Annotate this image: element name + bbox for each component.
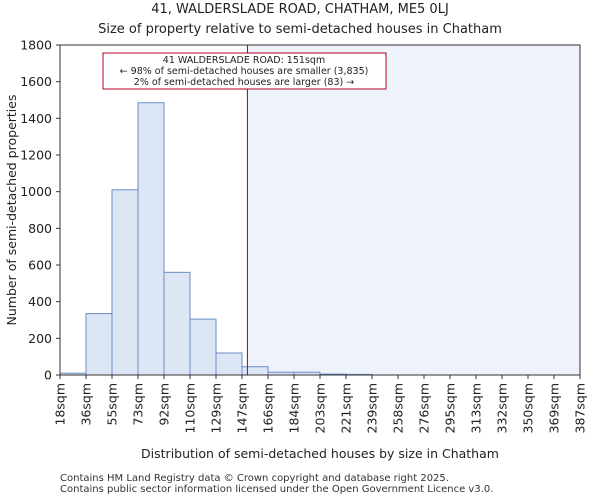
y-tick-label: 600 bbox=[28, 258, 52, 273]
x-axis-label: Distribution of semi-detached houses by … bbox=[141, 446, 499, 461]
annotation-frame bbox=[102, 52, 387, 90]
annotation-line2: ← 98% of semi-detached houses are smalle… bbox=[120, 66, 369, 77]
y-tick-label: 200 bbox=[28, 331, 52, 346]
y-tick-label: 1800 bbox=[20, 38, 52, 53]
x-tick-label: 36sqm bbox=[79, 383, 94, 426]
x-tick-label: 387sqm bbox=[573, 383, 588, 433]
x-tick-label: 92sqm bbox=[157, 383, 172, 426]
x-tick-label: 147sqm bbox=[235, 383, 250, 433]
x-tick-label: 203sqm bbox=[313, 383, 328, 433]
y-tick-label: 0 bbox=[44, 368, 52, 383]
annotation-line1: 41 WALDERSLADE ROAD: 151sqm bbox=[163, 55, 325, 66]
x-tick-label: 55sqm bbox=[105, 383, 120, 426]
x-tick-label: 313sqm bbox=[469, 383, 484, 433]
y-tick-label: 1200 bbox=[20, 148, 52, 163]
x-tick-label: 129sqm bbox=[209, 383, 224, 433]
histogram-bar bbox=[241, 366, 269, 376]
x-tick-label: 239sqm bbox=[365, 383, 380, 433]
x-tick-label: 258sqm bbox=[391, 383, 406, 433]
y-tick-label: 1400 bbox=[20, 111, 52, 126]
y-axis-label: Number of semi-detached properties bbox=[4, 95, 19, 326]
histogram-bar bbox=[111, 189, 139, 376]
histogram-bar bbox=[215, 352, 243, 376]
x-tick-label: 73sqm bbox=[131, 383, 146, 426]
y-tick-label: 1600 bbox=[20, 74, 52, 89]
y-tick-label: 400 bbox=[28, 294, 52, 309]
x-tick-label: 166sqm bbox=[261, 383, 276, 433]
histogram-bar bbox=[163, 271, 191, 376]
x-tick-label: 18sqm bbox=[53, 383, 68, 426]
x-tick-label: 332sqm bbox=[495, 383, 510, 433]
footer-line2: Contains public sector information licen… bbox=[60, 484, 494, 495]
x-tick-label: 369sqm bbox=[547, 383, 562, 433]
y-tick-label: 800 bbox=[28, 221, 52, 236]
x-tick-label: 110sqm bbox=[183, 383, 198, 433]
histogram-bar bbox=[137, 102, 165, 376]
x-tick-label: 350sqm bbox=[521, 383, 536, 433]
chart-title-line2: Size of property relative to semi-detach… bbox=[98, 22, 502, 37]
histogram-bar bbox=[85, 313, 113, 376]
footer-line1: Contains HM Land Registry data © Crown c… bbox=[60, 473, 449, 484]
x-tick-label: 221sqm bbox=[339, 383, 354, 433]
x-tick-label: 295sqm bbox=[443, 383, 458, 433]
x-tick-label: 184sqm bbox=[287, 383, 302, 433]
chart-title-line1: 41, WALDERSLADE ROAD, CHATHAM, ME5 0LJ bbox=[151, 2, 449, 17]
histogram-bar bbox=[189, 318, 217, 376]
annotation-line3: 2% of semi-detached houses are larger (8… bbox=[134, 77, 354, 88]
x-tick-label: 276sqm bbox=[417, 383, 432, 433]
annotation-box: 41 WALDERSLADE ROAD: 151sqm ← 98% of sem… bbox=[102, 52, 387, 90]
larger-properties-region bbox=[247, 45, 580, 375]
y-tick-label: 1000 bbox=[20, 184, 52, 199]
